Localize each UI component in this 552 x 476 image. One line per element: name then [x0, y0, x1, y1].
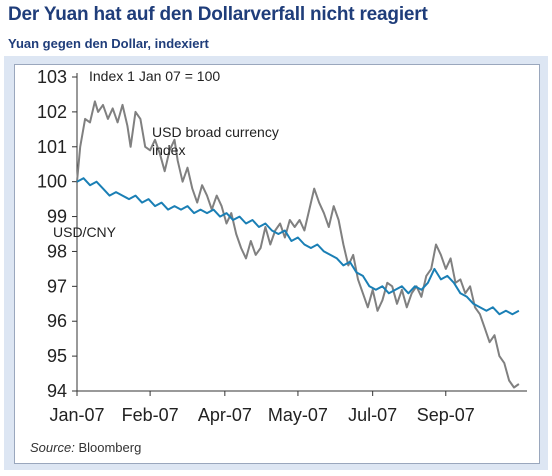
- series-label-usd-broad: USD broad currency index: [152, 124, 279, 158]
- source-note: Source: Bloomberg: [30, 440, 141, 455]
- line-chart: 94 95 96 97 98 99 100 101 102 103 Jan-07 Feb-07 Apr-…: [37, 67, 527, 425]
- x-tick-label: Apr-07: [198, 405, 252, 425]
- series-label-usd-cny: USD/CNY: [53, 224, 117, 240]
- y-tick-label: 99: [47, 207, 67, 227]
- index-annotation: Index 1 Jan 07 = 100: [89, 68, 220, 84]
- chart-panel: 94 95 96 97 98 99 100 101 102 103 Jan-07 Feb-07 Apr-…: [4, 56, 548, 470]
- y-tick-label: 95: [47, 346, 67, 366]
- y-tick-label: 102: [37, 102, 67, 122]
- y-tick-label: 98: [47, 241, 67, 261]
- chart-subtitle: Yuan gegen den Dollar, indexiert: [8, 36, 209, 51]
- x-tick-label: Jul-07: [348, 405, 397, 425]
- x-tick-label: Feb-07: [122, 405, 179, 425]
- y-tick-label: 97: [47, 276, 67, 296]
- plot-area: 94 95 96 97 98 99 100 101 102 103 Jan-07 Feb-07 Apr-…: [14, 64, 540, 464]
- y-tick-label: 100: [37, 172, 67, 192]
- x-tick-label: Jan-07: [49, 405, 104, 425]
- chart-title: Der Yuan hat auf den Dollarverfall nicht…: [8, 4, 428, 25]
- y-tick-label: 103: [37, 67, 67, 87]
- x-tick-label: Sep-07: [417, 405, 475, 425]
- source-label: Source:: [30, 440, 75, 455]
- x-tick-label: May-07: [268, 405, 328, 425]
- y-tick-label: 96: [47, 311, 67, 331]
- y-tick-label: 101: [37, 137, 67, 157]
- series-line-usd-broad: [76, 100, 520, 389]
- source-value: Bloomberg: [78, 440, 142, 455]
- series-line-usd-cny: [76, 177, 520, 316]
- y-tick-label: 94: [47, 381, 67, 401]
